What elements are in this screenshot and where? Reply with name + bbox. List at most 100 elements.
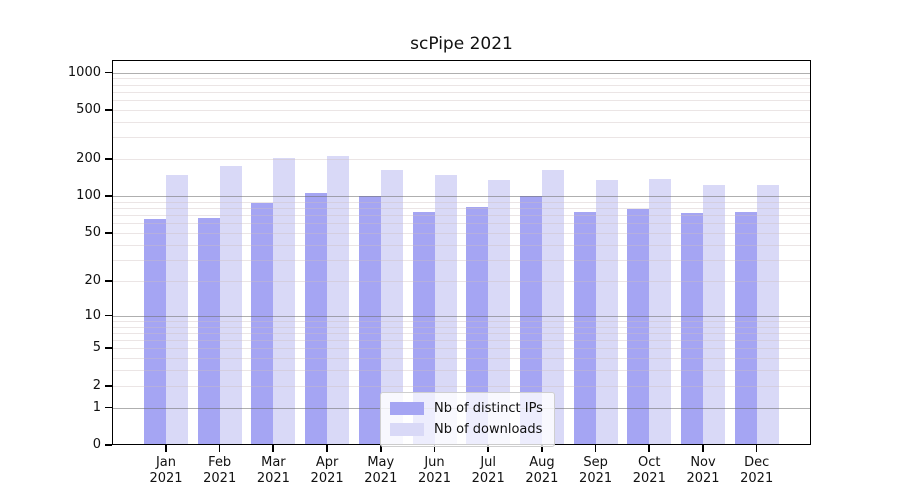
y-tick-label-1000: 1000	[67, 64, 101, 80]
gridline-7	[112, 332, 811, 334]
x-tick-mar	[272, 445, 275, 452]
gridline-5	[112, 348, 811, 350]
x-tick-label-jan: Jan 2021	[149, 455, 183, 486]
bar-downloads-dec	[756, 184, 779, 445]
bar-distinct-ips-mar	[251, 203, 274, 445]
legend: Nb of distinct IPs Nb of downloads	[380, 392, 555, 447]
bar-distinct-ips-jan	[144, 219, 166, 445]
bar-downloads-apr	[327, 155, 350, 445]
bar-downloads-aug	[541, 169, 564, 445]
y-tick-2	[105, 384, 112, 387]
bar-downloads-feb	[219, 165, 242, 445]
y-tick-1	[105, 406, 112, 409]
x-tick-jul	[487, 445, 489, 452]
y-tick-0	[105, 444, 112, 446]
bar-downloads-may	[380, 169, 403, 445]
y-tick-50	[105, 232, 112, 234]
legend-swatch-distinct-ips	[390, 402, 424, 415]
bar-downloads-jun	[434, 174, 457, 445]
y-tick-label-0: 0	[92, 437, 101, 452]
y-tick-20	[105, 279, 112, 282]
x-tick-label-jul: Jul 2021	[471, 455, 505, 486]
gridline-800	[112, 84, 811, 86]
gridline-10	[112, 315, 811, 317]
x-tick-feb	[218, 445, 221, 452]
gridline-80	[112, 208, 811, 210]
y-tick-200	[105, 158, 112, 160]
x-tick-sep	[594, 445, 597, 452]
gridline-50	[112, 233, 811, 234]
gridline-6	[112, 340, 811, 342]
gridline-30	[112, 259, 811, 261]
gridline-60	[112, 223, 811, 225]
x-tick-label-mar: Mar 2021	[256, 455, 290, 486]
y-tick-100	[105, 195, 112, 197]
bar-distinct-ips-dec	[734, 212, 757, 445]
legend-label-downloads: Nb of downloads	[434, 422, 543, 437]
gridline-3	[112, 370, 811, 372]
y-tick-label-50: 50	[84, 225, 101, 240]
y-tick-1000	[105, 71, 112, 74]
y-tick-label-1: 1	[92, 399, 101, 415]
y-tick-label-20: 20	[84, 272, 101, 288]
gridline-20	[112, 280, 811, 282]
legend-item-distinct-ips: Nb of distinct IPs	[390, 398, 543, 419]
x-tick-oct	[648, 445, 651, 452]
x-tick-label-apr: Apr 2021	[310, 455, 344, 486]
y-tick-label-5: 5	[92, 340, 101, 356]
x-tick-label-feb: Feb 2021	[203, 455, 237, 486]
x-tick-label-aug: Aug 2021	[525, 455, 559, 486]
y-tick-500	[105, 108, 112, 111]
bar-distinct-ips-sep	[573, 211, 596, 445]
bar-downloads-mar	[273, 158, 296, 445]
bar-downloads-sep	[595, 179, 618, 445]
x-tick-aug	[540, 445, 543, 452]
y-tick-label-500: 500	[76, 101, 101, 117]
gridline-900	[112, 78, 811, 80]
bar-distinct-ips-oct	[627, 208, 650, 445]
gridline-4	[112, 358, 811, 360]
bar-downloads-jan	[166, 174, 188, 445]
y-tick-label-200: 200	[76, 151, 101, 167]
y-tick-5	[105, 347, 112, 350]
gridline-90	[112, 201, 811, 203]
bar-distinct-ips-aug	[519, 196, 542, 445]
bar-distinct-ips-may	[358, 196, 381, 445]
bar-downloads-nov	[703, 185, 725, 445]
x-tick-label-oct: Oct 2021	[632, 455, 666, 486]
x-tick-apr	[326, 445, 328, 452]
x-tick-label-may: May 2021	[364, 455, 398, 486]
y-tick-label-2: 2	[92, 377, 101, 393]
y-tick-label-100: 100	[76, 188, 101, 204]
bar-distinct-ips-apr	[305, 192, 328, 445]
bar-distinct-ips-jun	[412, 211, 435, 445]
x-tick-label-jun: Jun 2021	[417, 455, 452, 486]
bar-distinct-ips-feb	[197, 217, 220, 445]
x-tick-label-sep: Sep 2021	[579, 455, 613, 486]
x-tick-jun	[433, 445, 436, 452]
gridline-2	[112, 385, 811, 387]
x-tick-may	[379, 445, 382, 452]
y-tick-10	[105, 314, 112, 317]
gridline-100	[112, 196, 811, 198]
gridline-200	[112, 159, 811, 161]
x-tick-jan	[165, 445, 167, 452]
gridline-400	[112, 121, 811, 123]
gridline-8	[112, 326, 811, 328]
plot-area	[112, 60, 811, 445]
x-tick-nov	[702, 445, 704, 452]
chart-title: scPipe 2021	[410, 34, 513, 54]
gridline-500	[112, 109, 811, 111]
gridline-300	[112, 137, 811, 139]
legend-label-distinct-ips: Nb of distinct IPs	[434, 401, 543, 416]
gridline-40	[112, 244, 811, 246]
legend-swatch-downloads	[390, 423, 424, 436]
x-tick-label-dec: Dec 2021	[740, 455, 774, 486]
gridline-70	[112, 215, 811, 217]
x-tick-label-nov: Nov 2021	[686, 455, 720, 486]
legend-item-downloads: Nb of downloads	[390, 419, 543, 440]
x-tick-dec	[755, 445, 758, 452]
gridline-600	[112, 100, 811, 101]
y-tick-label-10: 10	[84, 307, 101, 323]
